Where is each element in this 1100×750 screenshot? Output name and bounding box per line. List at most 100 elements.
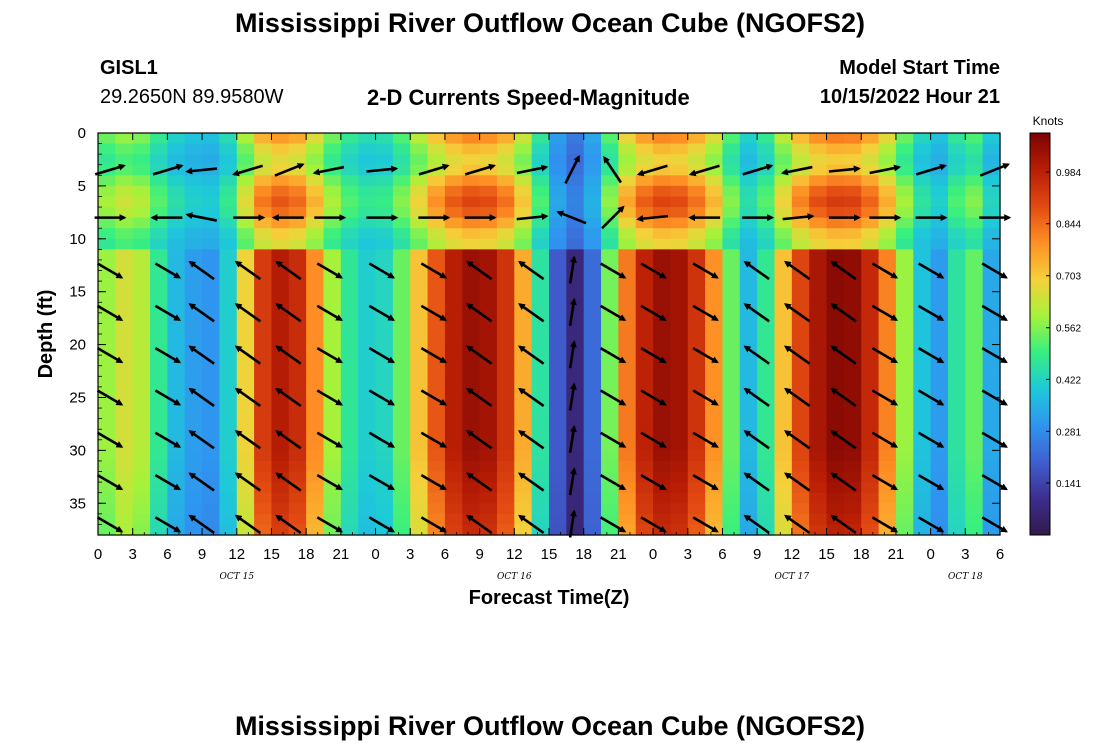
heatmap-cell (444, 164, 463, 176)
heatmap-cell (722, 460, 741, 473)
heatmap-cell (895, 376, 914, 388)
heatmap-cell (427, 302, 446, 314)
heatmap-cell (514, 482, 533, 494)
heatmap-cell (444, 386, 463, 399)
heatmap-cell (340, 249, 359, 261)
current-vector (465, 303, 493, 323)
heatmap-cell (340, 312, 359, 325)
heatmap-cell (427, 334, 446, 346)
x-tick-label: 12 (506, 546, 523, 563)
heatmap-cell (705, 365, 724, 377)
heatmap-cell (687, 365, 706, 377)
heatmap-cell (566, 460, 585, 473)
heatmap-cell (722, 408, 741, 420)
heatmap-cell (202, 334, 221, 346)
heatmap-cell (219, 460, 238, 473)
heatmap-cell (705, 450, 724, 462)
current-vector (96, 347, 124, 364)
heatmap-cell (202, 450, 221, 462)
heatmap-cell (115, 238, 134, 250)
heatmap-cell (635, 154, 654, 166)
heatmap-cell (462, 207, 481, 219)
heatmap-cell (531, 386, 550, 399)
heatmap-cell (236, 259, 255, 272)
heatmap-cell (895, 513, 914, 526)
heatmap-cell (843, 386, 862, 399)
heatmap-cell (462, 133, 481, 145)
heatmap-cell (462, 376, 481, 388)
heatmap-cell (150, 196, 168, 208)
heatmap-cell (115, 482, 134, 494)
heatmap-cell (167, 376, 186, 388)
heatmap-cell (115, 365, 134, 377)
heatmap-cell (878, 376, 897, 388)
heatmap-cell (947, 217, 966, 229)
heatmap-cell (809, 259, 828, 272)
heatmap-cell (444, 238, 463, 250)
heatmap-cell (965, 302, 984, 314)
heatmap-cell (219, 207, 238, 219)
heatmap-cell (444, 376, 463, 388)
heatmap-cell (219, 524, 238, 536)
heatmap-cell (271, 492, 290, 504)
heatmap-cell (861, 302, 880, 314)
colorbar-scale (1029, 132, 1051, 536)
heatmap-cell (132, 143, 151, 155)
heatmap-cell (843, 418, 862, 430)
heatmap-cell (427, 471, 446, 483)
heatmap-cell (375, 143, 394, 155)
heatmap-cell (410, 344, 429, 356)
heatmap-cell (98, 207, 116, 219)
heatmap-cell (514, 323, 533, 335)
heatmap-cell (982, 397, 1001, 409)
heatmap-cell (809, 482, 828, 494)
heatmap-cell (670, 302, 689, 314)
heatmap-cell (410, 397, 429, 409)
heatmap-cell (427, 312, 446, 325)
heatmap-cell (98, 334, 116, 346)
heatmap-cell (184, 228, 203, 240)
heatmap-cell (514, 397, 533, 409)
heatmap-cell (826, 133, 845, 145)
heatmap-cell (254, 429, 273, 441)
heatmap-cell (895, 418, 914, 430)
heatmap-cell (895, 291, 914, 303)
y-tick-label: 30 (69, 442, 86, 459)
heatmap-cell (965, 503, 984, 515)
heatmap-cell (219, 228, 238, 240)
heatmap-cell (583, 439, 602, 451)
heatmap-cell (965, 312, 984, 325)
heatmap-cell (739, 365, 758, 377)
heatmap-cell (444, 302, 463, 314)
heatmap-cell (843, 238, 862, 250)
heatmap-cell (340, 460, 359, 473)
heatmap-cell (392, 323, 411, 335)
heatmap-cell (618, 270, 637, 282)
heatmap-cell (392, 196, 411, 208)
heatmap-cell (583, 323, 602, 335)
heatmap-cell (254, 439, 273, 451)
heatmap-cell (271, 450, 290, 462)
heatmap-cell (479, 323, 498, 335)
heatmap-cell (358, 185, 377, 198)
current-vector (783, 472, 811, 492)
current-vector (640, 262, 667, 279)
heatmap-cell (271, 418, 290, 430)
heatmap-cell (549, 312, 567, 325)
heatmap-cell (254, 291, 273, 303)
heatmap-cell (670, 259, 689, 272)
heatmap-cell (670, 376, 689, 388)
heatmap-cell (791, 281, 810, 293)
heatmap-cell (288, 471, 307, 483)
heatmap-cell (739, 376, 758, 388)
heatmap-cell (913, 143, 932, 155)
heatmap-cell (722, 270, 741, 282)
heatmap-cell (496, 429, 515, 441)
heatmap-cell (496, 376, 515, 388)
heatmap-cell (757, 228, 776, 240)
heatmap-cell (878, 259, 897, 272)
heatmap-cell (254, 164, 273, 176)
x-tick-label: 12 (784, 546, 801, 563)
current-vector (366, 165, 399, 173)
